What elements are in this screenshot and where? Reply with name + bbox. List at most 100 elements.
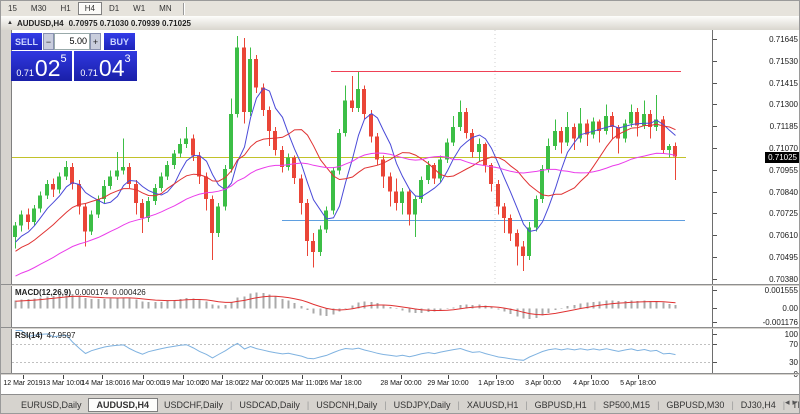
time-axis-label: 1 Apr 19:00 (478, 380, 514, 387)
time-axis-label: 29 Mar 10:00 (427, 380, 469, 387)
chart-tab-xauusd-h1[interactable]: XAUUSD,H1 (466, 400, 519, 410)
time-axis-label: 12 Mar 2019 (3, 380, 43, 387)
time-axis-tick (262, 375, 263, 379)
price-axis-label: 0.71645 (769, 35, 798, 44)
axis-tick (713, 39, 717, 40)
chart-tab-gbpusd-m30[interactable]: GBPUSD,M30 (666, 400, 725, 410)
chart-tab-dj30-h4[interactable]: DJ30,H4 (740, 400, 776, 410)
axis-tick (713, 322, 717, 323)
collapse-icon[interactable]: ▲ (7, 20, 13, 26)
pane-splitter[interactable] (1, 284, 799, 286)
chart-window-titlebar: ▲ AUDUSD,H4 0.70975 0.71030 0.70939 0.71… (1, 16, 799, 31)
pane-splitter[interactable] (1, 373, 799, 375)
chart-symbol-period: AUDUSD,H4 (16, 18, 64, 28)
sell-price-prefix: 0.71 (16, 68, 34, 78)
rsi-axis-label: 70 (789, 340, 798, 349)
buy-price-display[interactable]: 0.71 04 3 (74, 51, 137, 81)
volume-input[interactable]: 5.00 (54, 33, 90, 50)
tab-separator: | (230, 400, 233, 410)
macd-value-signal: 0.000426 (112, 288, 146, 297)
buy-button[interactable]: BUY (104, 33, 135, 50)
price-axis-label: 0.70610 (769, 231, 798, 240)
chart-tab-usdchf-daily[interactable]: USDCHF,Daily (164, 400, 224, 410)
chart-tab-usdjpy-daily[interactable]: USDJPY,Daily (393, 400, 451, 410)
chart-tab-usdcad-daily[interactable]: USDCAD,Daily (239, 400, 300, 410)
timeframe-button-m30[interactable]: M30 (30, 4, 47, 13)
time-axis-label: 3 Apr 00:00 (525, 380, 561, 387)
macd-value-main: 0.000174 (75, 288, 109, 297)
price-axis[interactable]: 0.71645 0.71530 0.71415 0.71300 0.71185 0.710… (712, 30, 799, 379)
chart-tab-audusd-h4[interactable]: AUDUSD,H4 (87, 398, 159, 412)
macd-title: MACD(12,26,9) (15, 288, 72, 297)
volume-increase-button[interactable]: + (90, 33, 101, 50)
axis-tick (713, 344, 717, 345)
time-axis[interactable]: 12 Mar 2019 13 Mar 10:00 14 Mar 18:00 16 Ma… (1, 375, 799, 394)
rsi-indicator-label: RSI(14) 47.9597 (15, 331, 75, 340)
timeframe-button-d1[interactable]: D1 (108, 4, 120, 13)
scroll-left-icon[interactable]: ◂ (784, 397, 790, 407)
timeframe-button-w1[interactable]: W1 (133, 4, 146, 13)
timeframe-button-h4[interactable]: H4 (77, 2, 102, 15)
timeframe-button-15[interactable]: 15 (8, 4, 17, 13)
time-axis-tick (638, 375, 639, 379)
pane-splitter[interactable] (1, 327, 799, 329)
chart-tab-eurusd-daily[interactable]: EURUSD,Daily (21, 400, 82, 410)
chart-tab-gbpusd-h1[interactable]: GBPUSD,H1 (534, 400, 587, 410)
axis-tick (713, 104, 717, 105)
macd-panel[interactable] (12, 286, 712, 327)
tab-separator: | (782, 400, 786, 410)
time-axis-tick (341, 375, 342, 379)
price-axis-label: 0.71415 (769, 79, 798, 88)
time-axis-tick (222, 375, 223, 379)
time-axis-label: 25 Mar 11:00 (281, 380, 323, 387)
macd-axis-label: 0.00 (782, 304, 798, 313)
axis-tick (713, 61, 717, 62)
volume-decrease-button[interactable]: − (43, 33, 54, 50)
chart-tabs-bar: EURUSD,Daily AUDUSD,H4 USDCHF,Daily | USDCAD… (1, 394, 799, 413)
chart-tab-tech100-h1[interactable]: TECH100,H1 (792, 400, 799, 410)
timeframe-button-h1[interactable]: H1 (60, 4, 71, 13)
axis-tick (713, 257, 717, 258)
tab-separator: | (457, 400, 460, 410)
time-axis-label: 22 Mar 00:00 (241, 380, 283, 387)
price-axis-label: 0.70725 (769, 209, 798, 218)
price-chart[interactable] (12, 30, 712, 284)
axis-tick (713, 213, 717, 214)
axis-tick (713, 279, 717, 280)
tab-separator: | (525, 400, 528, 410)
sell-price-big-digits: 02 (34, 55, 61, 81)
axis-tick (713, 170, 717, 171)
rsi-axis-label: 100 (784, 330, 798, 339)
axis-tick (713, 290, 717, 291)
chart-left-margin (1, 30, 12, 373)
rsi-value: 47.9597 (46, 331, 76, 340)
axis-tick (713, 334, 717, 335)
price-axis-label: 0.71070 (769, 144, 798, 153)
tab-scroll-arrows: ◂ ▸ (785, 397, 797, 408)
timeframe-button-mn[interactable]: MN (159, 4, 172, 13)
sell-button[interactable]: SELL (11, 33, 42, 50)
price-axis-label: 0.71530 (769, 57, 798, 66)
time-axis-label: 19 Mar 10:00 (162, 380, 204, 387)
time-axis-label: 28 Mar 00:00 (380, 380, 422, 387)
axis-tick (713, 235, 717, 236)
tab-separator: | (657, 400, 660, 410)
buy-price-prefix: 0.71 (80, 68, 98, 78)
chart-ohlc-values: 0.70975 0.71030 0.70939 0.71025 (68, 18, 191, 28)
tab-separator: | (731, 400, 734, 410)
sell-price-display[interactable]: 0.71 02 5 (11, 51, 72, 81)
time-axis-tick (448, 375, 449, 379)
time-axis-tick (183, 375, 184, 379)
time-axis-label: 5 Apr 18:00 (620, 380, 656, 387)
time-axis-tick (23, 375, 24, 379)
chart-tab-usdcnh-daily[interactable]: USDCNH,Daily (316, 400, 378, 410)
time-axis-tick (143, 375, 144, 379)
time-axis-tick (496, 375, 497, 379)
chart-tab-sp500-m15[interactable]: SP500,M15 (603, 400, 651, 410)
macd-axis-label: -0.001176 (762, 318, 798, 327)
rsi-panel[interactable] (12, 329, 712, 373)
toolbar-divider (182, 2, 185, 15)
axis-tick (713, 308, 717, 309)
rsi-axis-label: 30 (789, 358, 798, 367)
scroll-right-icon[interactable]: ▸ (792, 397, 797, 407)
